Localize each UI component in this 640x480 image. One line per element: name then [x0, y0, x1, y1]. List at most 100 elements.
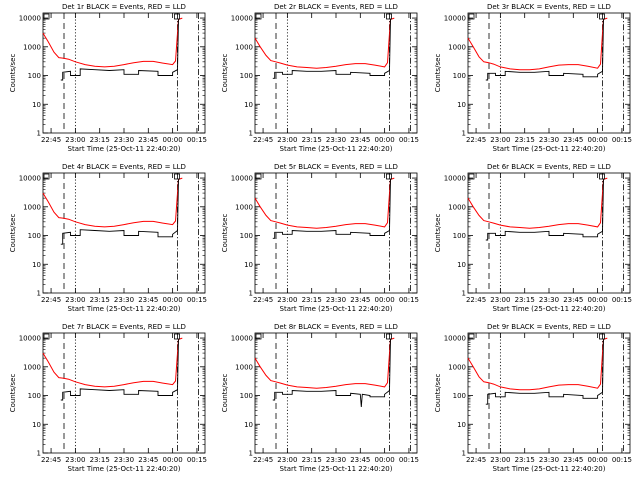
x-tick-label: 23:15: [515, 456, 535, 464]
y-tick-label: 1000: [23, 43, 41, 51]
y-axis-label: Counts/sec: [9, 54, 17, 93]
x-tick-label: 22:45: [466, 136, 486, 144]
x-axis-label: Start Time (25-Oct-11 22:40:20): [493, 305, 606, 313]
y-tick-label: 10: [32, 261, 41, 269]
x-tick-label: 00:00: [163, 296, 183, 304]
end-marker-box: [599, 333, 605, 340]
x-tick-label: 23:15: [302, 296, 322, 304]
chart-title: Det 5r BLACK = Events, RED = LLD: [274, 163, 398, 171]
lld-series-line: [254, 337, 395, 389]
x-tick-label: 23:45: [563, 136, 583, 144]
x-tick-label: 00:00: [163, 136, 183, 144]
y-tick-label: 10000: [19, 335, 41, 343]
y-tick-label: 1000: [235, 363, 253, 371]
start-marker-box: [468, 173, 475, 180]
x-tick-label: 22:45: [41, 296, 61, 304]
x-axis-label: Start Time (25-Oct-11 22:40:20): [68, 465, 181, 473]
x-axis-label: Start Time (25-Oct-11 22:40:20): [280, 145, 393, 153]
x-tick-label: 23:00: [65, 136, 85, 144]
y-tick-label: 1: [37, 130, 41, 138]
y-tick-label: 1000: [235, 43, 253, 51]
x-tick-label: 00:15: [399, 456, 419, 464]
y-tick-label: 1: [249, 130, 253, 138]
y-axis-label: Counts/sec: [221, 374, 229, 413]
events-series-line: [485, 339, 604, 405]
chart-title: Det 8r BLACK = Events, RED = LLD: [274, 323, 398, 331]
y-tick-label: 10000: [444, 335, 466, 343]
x-tick-label: 23:45: [563, 456, 583, 464]
y-tick-label: 100: [28, 72, 41, 80]
x-tick-label: 23:00: [277, 136, 297, 144]
y-axis-label: Counts/sec: [221, 214, 229, 253]
x-tick-label: 23:45: [350, 136, 370, 144]
events-series-line: [272, 339, 391, 408]
start-marker-box: [255, 333, 262, 340]
x-tick-label: 23:30: [539, 136, 559, 144]
y-tick-label: 100: [240, 232, 253, 240]
x-tick-label: 00:00: [375, 296, 395, 304]
y-tick-label: 1000: [23, 203, 41, 211]
x-tick-label: 00:00: [375, 136, 395, 144]
x-tick-label: 23:00: [490, 296, 510, 304]
chart-title: Det 3r BLACK = Events, RED = LLD: [487, 3, 611, 11]
y-tick-label: 10000: [444, 175, 466, 183]
y-tick-label: 10000: [231, 15, 253, 23]
x-tick-label: 23:15: [515, 296, 535, 304]
x-tick-label: 23:00: [65, 456, 85, 464]
start-marker-box: [43, 173, 50, 180]
lld-series-line: [467, 337, 608, 391]
y-axis-label: Counts/sec: [221, 54, 229, 93]
y-tick-label: 100: [240, 72, 253, 80]
x-tick-label: 00:00: [163, 456, 183, 464]
x-tick-label: 23:30: [539, 296, 559, 304]
events-series-line: [60, 19, 179, 81]
y-tick-label: 10000: [231, 335, 253, 343]
x-tick-label: 22:45: [41, 136, 61, 144]
y-tick-label: 10: [457, 261, 466, 269]
events-series-line: [485, 19, 604, 81]
lld-series-line: [42, 17, 183, 68]
x-tick-label: 22:45: [466, 296, 486, 304]
y-tick-label: 10: [244, 261, 253, 269]
end-marker-box: [174, 173, 180, 180]
x-tick-label: 00:15: [187, 456, 207, 464]
y-tick-label: 100: [28, 232, 41, 240]
x-axis-label: Start Time (25-Oct-11 22:40:20): [280, 305, 393, 313]
chart-panel: Det 7r BLACK = Events, RED = LLD 1 10 100 10…: [9, 323, 207, 473]
x-tick-label: 23:30: [326, 136, 346, 144]
x-tick-label: 23:45: [138, 136, 158, 144]
end-marker-box: [386, 173, 392, 180]
x-tick-label: 23:30: [114, 296, 134, 304]
y-tick-label: 10: [244, 101, 253, 109]
x-axis-label: Start Time (25-Oct-11 22:40:20): [68, 145, 181, 153]
chart-panel: Det 3r BLACK = Events, RED = LLD 1 10 100 10…: [434, 3, 632, 153]
x-tick-label: 23:00: [65, 296, 85, 304]
x-tick-label: 23:30: [114, 456, 134, 464]
y-tick-label: 1: [462, 450, 466, 458]
x-tick-label: 00:15: [187, 136, 207, 144]
y-tick-label: 1000: [448, 363, 466, 371]
x-tick-label: 23:15: [515, 136, 535, 144]
chart-panel: Det 6r BLACK = Events, RED = LLD 1 10 100 10…: [434, 163, 632, 313]
events-series-line: [60, 179, 179, 245]
chart-panel: Det 2r BLACK = Events, RED = LLD 1 10 100 10…: [221, 3, 419, 153]
lld-series-line: [467, 17, 608, 71]
x-tick-label: 22:45: [41, 456, 61, 464]
events-series-line: [485, 179, 604, 241]
start-marker-box: [468, 333, 475, 340]
x-tick-label: 23:15: [302, 456, 322, 464]
start-marker-box: [255, 13, 262, 20]
y-axis-label: Counts/sec: [434, 54, 442, 93]
lld-series-line: [42, 177, 183, 228]
x-tick-label: 00:15: [612, 456, 632, 464]
y-axis-label: Counts/sec: [9, 214, 17, 253]
y-tick-label: 1: [37, 450, 41, 458]
x-tick-label: 23:45: [350, 456, 370, 464]
lld-series-line: [254, 17, 395, 69]
chart-title: Det 9r BLACK = Events, RED = LLD: [487, 323, 611, 331]
x-tick-label: 23:00: [490, 136, 510, 144]
chart-title: Det 6r BLACK = Events, RED = LLD: [487, 163, 611, 171]
end-marker-box: [174, 13, 180, 20]
y-tick-label: 10000: [19, 175, 41, 183]
